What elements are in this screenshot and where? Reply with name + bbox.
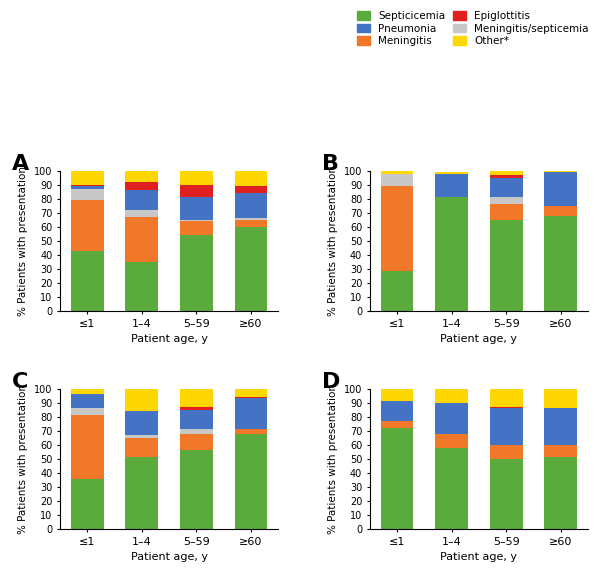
Bar <box>235 193 267 218</box>
Bar <box>71 171 104 185</box>
Bar <box>490 171 523 175</box>
Bar <box>381 174 413 186</box>
Bar <box>435 448 468 529</box>
Y-axis label: % Patients with presentation: % Patients with presentation <box>19 166 28 316</box>
Bar <box>125 217 158 262</box>
Bar <box>381 186 413 270</box>
Bar <box>71 394 104 409</box>
Bar <box>435 172 468 174</box>
Bar <box>125 438 158 457</box>
Bar <box>490 197 523 204</box>
Bar <box>435 434 468 448</box>
Y-axis label: % Patients with presentation: % Patients with presentation <box>328 166 338 316</box>
Bar <box>235 389 267 397</box>
Bar <box>180 389 213 407</box>
Bar <box>71 251 104 311</box>
Bar <box>180 451 213 529</box>
Bar <box>490 445 523 459</box>
Bar <box>180 220 213 221</box>
Bar <box>235 171 267 186</box>
Bar <box>235 397 267 398</box>
Bar <box>490 409 523 445</box>
Bar <box>125 182 158 191</box>
Bar <box>180 221 213 236</box>
Bar <box>381 171 413 174</box>
Bar <box>180 410 213 430</box>
Bar <box>125 457 158 529</box>
Bar <box>235 220 267 227</box>
Bar <box>235 227 267 311</box>
Bar <box>490 389 523 407</box>
Legend: Septicicemia, Pneumonia, Meningitis, Epiglottitis, Meningitis/septicemia, Other*: Septicicemia, Pneumonia, Meningitis, Epi… <box>357 11 589 46</box>
Bar <box>235 186 267 193</box>
Bar <box>125 171 158 182</box>
Bar <box>180 407 213 410</box>
Bar <box>490 178 523 197</box>
Bar <box>180 171 213 185</box>
Bar <box>381 401 413 421</box>
X-axis label: Patient age, y: Patient age, y <box>131 552 208 562</box>
Bar <box>544 389 577 409</box>
Bar <box>125 435 158 438</box>
Bar <box>180 434 213 451</box>
Bar <box>381 389 413 401</box>
Bar <box>381 428 413 529</box>
Bar <box>71 189 104 200</box>
Bar <box>490 220 523 311</box>
Text: A: A <box>12 154 29 174</box>
Bar <box>235 430 267 434</box>
Bar <box>490 175 523 178</box>
Bar <box>435 403 468 434</box>
Bar <box>435 174 468 197</box>
Bar <box>71 186 104 189</box>
Bar <box>544 172 577 206</box>
Bar <box>180 197 213 220</box>
Bar <box>71 389 104 394</box>
Bar <box>125 411 158 435</box>
Bar <box>235 434 267 529</box>
Y-axis label: % Patients with presentation: % Patients with presentation <box>328 384 338 534</box>
Text: C: C <box>12 372 28 391</box>
Bar <box>381 270 413 311</box>
Bar <box>71 479 104 529</box>
Bar <box>544 457 577 529</box>
Bar <box>544 171 577 172</box>
X-axis label: Patient age, y: Patient age, y <box>440 335 517 344</box>
Bar <box>180 236 213 311</box>
Bar <box>125 210 158 217</box>
Bar <box>125 262 158 311</box>
Bar <box>125 191 158 210</box>
Bar <box>490 459 523 529</box>
Bar <box>71 185 104 186</box>
X-axis label: Patient age, y: Patient age, y <box>440 552 517 562</box>
Bar <box>235 398 267 430</box>
Bar <box>125 389 158 411</box>
Bar <box>490 407 523 409</box>
Text: D: D <box>322 372 340 391</box>
Bar <box>235 218 267 220</box>
Bar <box>544 206 577 216</box>
Bar <box>71 409 104 415</box>
Bar <box>180 185 213 197</box>
Bar <box>381 421 413 428</box>
Bar <box>544 216 577 311</box>
Bar <box>490 204 523 220</box>
X-axis label: Patient age, y: Patient age, y <box>131 335 208 344</box>
Bar <box>544 445 577 457</box>
Text: B: B <box>322 154 339 174</box>
Bar <box>435 389 468 403</box>
Bar <box>71 415 104 479</box>
Bar <box>180 430 213 434</box>
Y-axis label: % Patients with presentation: % Patients with presentation <box>19 384 28 534</box>
Bar <box>544 409 577 445</box>
Bar <box>71 200 104 251</box>
Bar <box>435 197 468 311</box>
